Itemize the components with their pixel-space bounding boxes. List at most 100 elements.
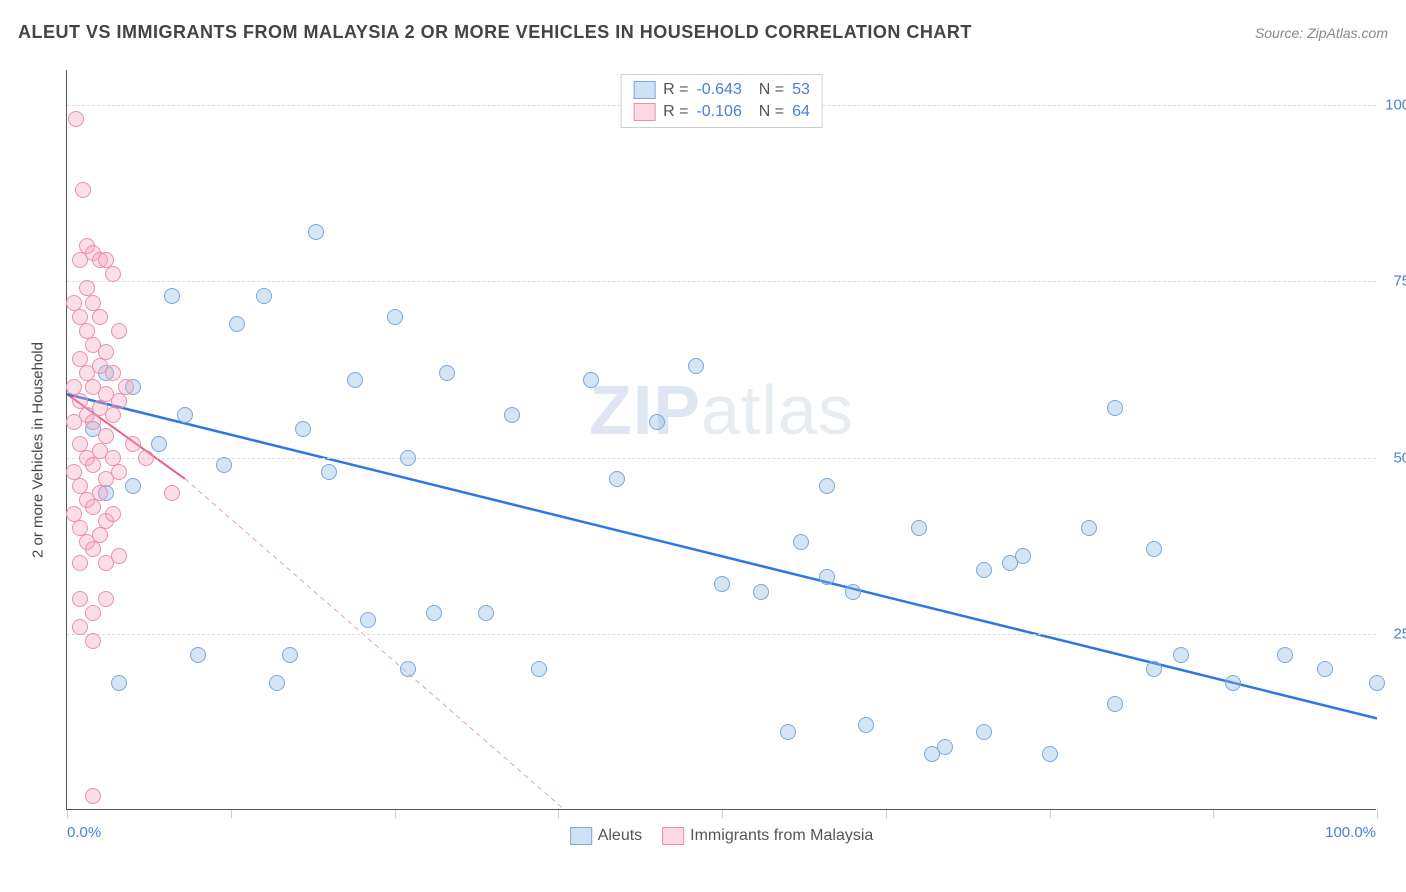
data-point [1146,661,1162,677]
data-point [164,288,180,304]
data-point [72,555,88,571]
x-tick [1050,810,1051,818]
data-point [308,224,324,240]
data-point [1369,675,1385,691]
data-point [426,605,442,621]
y-tick-label: 75.0% [1381,273,1406,290]
y-axis-label: 2 or more Vehicles in Household [30,342,47,558]
data-point [688,358,704,374]
data-point [976,724,992,740]
data-point [1146,541,1162,557]
x-tick [231,810,232,818]
data-point [1107,400,1123,416]
x-tick [67,810,68,818]
data-point [98,591,114,607]
data-point [400,661,416,677]
data-point [111,675,127,691]
swatch-blue [633,81,655,99]
data-point [819,478,835,494]
data-point [649,414,665,430]
data-point [1107,696,1123,712]
data-point [229,316,245,332]
data-point [177,407,193,423]
source-attribution: Source: ZipAtlas.com [1255,25,1388,41]
data-point [85,457,101,473]
data-point [937,739,953,755]
x-tick [558,810,559,818]
gridline-h [67,634,1376,635]
x-tick [1377,810,1378,818]
swatch-pink [633,103,655,121]
data-point [609,471,625,487]
y-tick-label: 25.0% [1381,625,1406,642]
data-point [819,569,835,585]
chart-title: ALEUT VS IMMIGRANTS FROM MALAYSIA 2 OR M… [18,22,972,43]
legend-row-aleuts: R = -0.643 N = 53 [633,79,810,101]
x-tick [1213,810,1214,818]
data-point [105,506,121,522]
data-point [504,407,520,423]
data-point [1081,520,1097,536]
data-point [1042,746,1058,762]
data-point [911,520,927,536]
data-point [753,584,769,600]
data-point [85,788,101,804]
data-point [439,365,455,381]
data-point [478,605,494,621]
data-point [714,576,730,592]
data-point [216,457,232,473]
data-point [360,612,376,628]
legend-correlation: R = -0.643 N = 53 R = -0.106 N = 64 [620,74,823,128]
legend-series: Aleuts Immigrants from Malaysia [570,827,874,845]
data-point [780,724,796,740]
data-point [85,605,101,621]
data-point [85,541,101,557]
watermark: ZIPatlas [589,370,854,450]
data-point [190,647,206,663]
data-point [68,111,84,127]
data-point [85,633,101,649]
data-point [269,675,285,691]
data-point [75,182,91,198]
data-point [1015,548,1031,564]
y-tick-label: 100.0% [1381,97,1406,114]
data-point [295,421,311,437]
data-point [164,485,180,501]
swatch-blue [570,827,592,845]
data-point [845,584,861,600]
data-point [387,309,403,325]
y-tick-label: 50.0% [1381,449,1406,466]
data-point [111,464,127,480]
data-point [111,548,127,564]
trendlines-svg [67,70,1377,810]
data-point [976,562,992,578]
data-point [92,485,108,501]
legend-item-malaysia: Immigrants from Malaysia [662,827,873,845]
data-point [1317,661,1333,677]
data-point [138,450,154,466]
data-point [282,647,298,663]
data-point [72,619,88,635]
x-tick-label: 100.0% [1325,824,1376,841]
data-point [125,436,141,452]
data-point [105,266,121,282]
data-point [105,365,121,381]
data-point [92,527,108,543]
data-point [72,591,88,607]
chart-header: ALEUT VS IMMIGRANTS FROM MALAYSIA 2 OR M… [18,22,1388,43]
x-tick [395,810,396,818]
legend-item-aleuts: Aleuts [570,827,642,845]
data-point [256,288,272,304]
data-point [85,414,101,430]
data-point [793,534,809,550]
legend-row-malaysia: R = -0.106 N = 64 [633,101,810,123]
gridline-h [67,458,1376,459]
swatch-pink [662,827,684,845]
data-point [151,436,167,452]
data-point [105,407,121,423]
data-point [321,464,337,480]
x-tick [886,810,887,818]
data-point [92,309,108,325]
data-point [85,499,101,515]
data-point [118,379,134,395]
